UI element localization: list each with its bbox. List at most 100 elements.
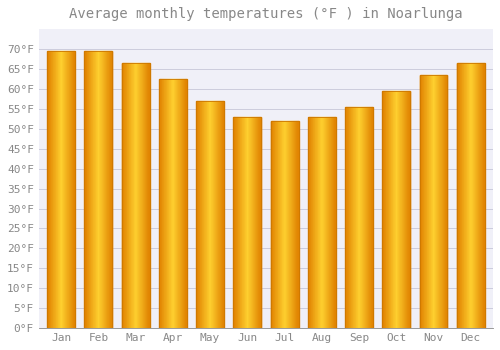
Bar: [199, 101, 200, 328]
Bar: [218, 101, 219, 328]
Bar: [219, 101, 220, 328]
Bar: [420, 75, 421, 328]
Bar: [251, 117, 252, 328]
Bar: [361, 107, 362, 328]
Bar: [215, 101, 216, 328]
Bar: [182, 79, 184, 328]
Bar: [424, 75, 425, 328]
Bar: [399, 91, 400, 328]
Bar: [234, 117, 236, 328]
Bar: [58, 51, 59, 328]
Bar: [274, 121, 275, 328]
Bar: [463, 63, 464, 328]
Bar: [387, 91, 388, 328]
Bar: [294, 121, 295, 328]
Bar: [478, 63, 479, 328]
Bar: [472, 63, 473, 328]
Bar: [242, 117, 243, 328]
Bar: [314, 117, 315, 328]
Bar: [270, 121, 272, 328]
Bar: [252, 117, 253, 328]
Bar: [48, 51, 50, 328]
Bar: [308, 117, 336, 328]
Bar: [238, 117, 239, 328]
Bar: [318, 117, 319, 328]
Bar: [319, 117, 320, 328]
Bar: [57, 51, 58, 328]
Bar: [278, 121, 279, 328]
Bar: [87, 51, 88, 328]
Bar: [345, 107, 346, 328]
Bar: [256, 117, 257, 328]
Bar: [428, 75, 430, 328]
Bar: [127, 63, 128, 328]
Bar: [426, 75, 427, 328]
Bar: [281, 121, 282, 328]
Bar: [160, 79, 161, 328]
Bar: [285, 121, 286, 328]
Bar: [386, 91, 387, 328]
Bar: [130, 63, 132, 328]
Bar: [176, 79, 177, 328]
Bar: [47, 51, 75, 328]
Bar: [149, 63, 150, 328]
Bar: [222, 101, 224, 328]
Bar: [481, 63, 482, 328]
Bar: [181, 79, 182, 328]
Bar: [148, 63, 149, 328]
Bar: [356, 107, 357, 328]
Bar: [62, 51, 63, 328]
Bar: [432, 75, 433, 328]
Bar: [482, 63, 484, 328]
Bar: [93, 51, 94, 328]
Bar: [400, 91, 401, 328]
Bar: [211, 101, 212, 328]
Bar: [240, 117, 241, 328]
Bar: [282, 121, 283, 328]
Bar: [204, 101, 205, 328]
Bar: [295, 121, 296, 328]
Bar: [141, 63, 142, 328]
Bar: [260, 117, 262, 328]
Bar: [349, 107, 350, 328]
Bar: [382, 91, 410, 328]
Bar: [470, 63, 472, 328]
Bar: [420, 75, 448, 328]
Bar: [388, 91, 390, 328]
Bar: [102, 51, 104, 328]
Bar: [461, 63, 462, 328]
Bar: [288, 121, 290, 328]
Bar: [258, 117, 259, 328]
Bar: [283, 121, 284, 328]
Bar: [184, 79, 186, 328]
Bar: [328, 117, 329, 328]
Bar: [97, 51, 98, 328]
Bar: [371, 107, 372, 328]
Bar: [286, 121, 288, 328]
Bar: [171, 79, 172, 328]
Bar: [408, 91, 409, 328]
Bar: [142, 63, 144, 328]
Bar: [462, 63, 463, 328]
Bar: [423, 75, 424, 328]
Bar: [99, 51, 100, 328]
Bar: [179, 79, 180, 328]
Bar: [50, 51, 51, 328]
Bar: [372, 107, 373, 328]
Bar: [53, 51, 54, 328]
Bar: [85, 51, 86, 328]
Bar: [56, 51, 57, 328]
Bar: [346, 107, 347, 328]
Bar: [406, 91, 408, 328]
Bar: [459, 63, 460, 328]
Bar: [468, 63, 469, 328]
Bar: [397, 91, 398, 328]
Bar: [135, 63, 136, 328]
Bar: [357, 107, 358, 328]
Bar: [348, 107, 349, 328]
Bar: [350, 107, 352, 328]
Bar: [460, 63, 461, 328]
Bar: [358, 107, 359, 328]
Bar: [59, 51, 60, 328]
Bar: [203, 101, 204, 328]
